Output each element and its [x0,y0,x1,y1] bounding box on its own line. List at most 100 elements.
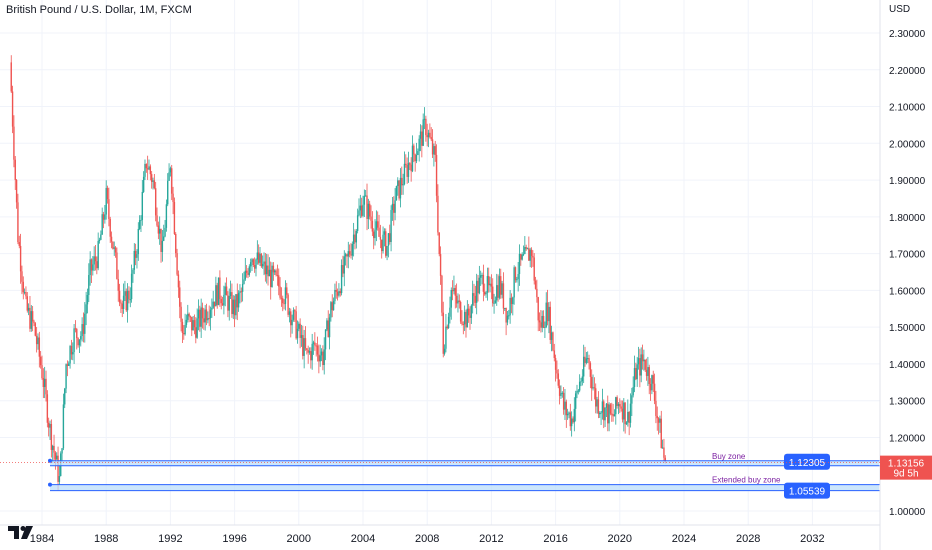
zone-price-tag[interactable] [784,453,830,470]
candle-body [185,319,188,325]
candle-body [343,256,345,274]
candle-body [163,236,165,241]
candle-body [233,299,236,316]
candle-body [578,381,581,391]
candle-body [236,294,238,308]
candle-body [327,320,329,338]
candle-body [391,203,394,211]
candle-body [409,163,411,165]
candle-body [275,270,277,276]
candle-body [453,288,455,292]
candle-body [26,296,28,311]
tradingview-logo-icon[interactable] [8,524,34,540]
last-price-tag[interactable] [880,455,932,480]
candle-body [470,305,473,318]
candle-body [522,254,525,256]
zone-handle[interactable] [48,482,52,487]
candle-body [632,387,634,396]
candle-body [607,403,609,424]
candle-body [454,288,456,296]
time-axis: 1984 1988 1992 1996 2000 2004 2008 2012 2016 2020… [0,524,880,545]
candle-body [537,297,539,321]
candle-body [398,180,400,199]
candle-body [656,415,658,419]
time-tick-label: 2008 [415,533,439,545]
candle-body [129,299,131,301]
candle-body [200,307,202,327]
candle-body [645,369,648,376]
candle-body [628,411,630,423]
candle-body [631,395,633,404]
candle-body [370,216,372,221]
candle-body [589,363,592,377]
candle-body [492,286,494,304]
candle-body [314,342,316,346]
candle-body [623,402,625,420]
candle-body [402,184,404,186]
candle-body [457,300,459,304]
candle-body [467,308,470,316]
candle-body [189,316,192,318]
candle-body [76,328,78,339]
zone-handle[interactable] [48,458,52,463]
candle-body [569,412,572,427]
candle-body [169,168,172,173]
candle-body [204,309,206,323]
candle-body [50,424,53,450]
price-tick-label: 1.60000 [889,286,926,297]
candle-body [188,313,190,317]
candle-body [599,413,601,415]
candle-body [110,236,113,242]
candle-body [604,407,606,421]
candle-body [221,303,224,306]
candle-body [161,240,164,252]
candle-body [352,234,355,244]
candle-body [78,339,81,346]
candle-body [295,311,297,339]
candle-body [393,203,395,213]
candle-body [216,285,218,305]
candle-body [22,281,24,293]
candle-body [88,275,90,296]
candle-body [362,204,364,216]
candle-body [45,378,47,395]
candle-body [11,91,14,127]
candle-body [588,358,590,364]
candle-body [224,286,226,295]
candle-body [37,337,39,345]
candle-body [42,378,45,388]
candle-body [252,259,255,266]
candle-body [168,172,170,181]
candle-body [517,274,519,280]
candle-body [152,180,154,182]
candle-body [611,413,613,415]
candle-body [342,265,344,274]
candle-body [587,358,589,360]
candle-body [209,309,212,319]
candle-body [179,287,181,307]
candle-body [643,359,645,362]
candle-body [323,349,325,366]
candle-body [312,342,315,344]
zone-price-tag[interactable] [784,482,830,499]
candle-body [220,298,222,304]
candle-body [494,300,497,303]
candle-body [644,359,646,370]
candle-body [294,310,296,312]
candle-body [66,364,69,366]
candle-body [648,367,650,385]
candle-body [608,404,610,424]
candle-body [243,279,245,284]
time-tick-label: 2016 [543,533,567,545]
candle-body [156,215,158,226]
candle-body [124,291,126,296]
candle-body [399,177,402,199]
candle-body [435,154,438,196]
candle-body [46,394,49,423]
candles [10,55,666,491]
candle-body [330,302,332,318]
candle-body [653,383,656,401]
